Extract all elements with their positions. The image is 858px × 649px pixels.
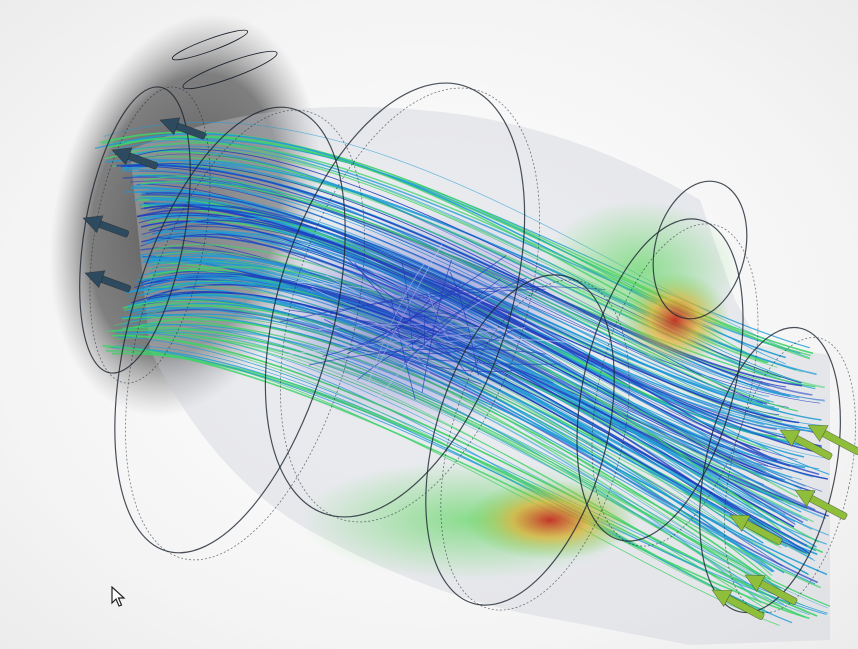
outlet-pipe-ring <box>171 29 249 61</box>
housing-ring <box>724 337 856 613</box>
housing-ring <box>440 279 630 611</box>
housing-ring <box>591 223 759 547</box>
inlet-arrow-icon <box>807 424 858 455</box>
high-velocity-region-lower <box>465 480 635 560</box>
inlet-arrow-icon <box>729 514 783 545</box>
streamline <box>125 332 807 612</box>
housing-ring <box>699 326 841 614</box>
housing-ring <box>279 87 541 523</box>
high-velocity-region-upper <box>620 272 730 368</box>
outlet-arrow-icon <box>82 215 130 238</box>
streamline <box>110 328 786 591</box>
inlet-arrow-icon <box>744 574 798 605</box>
housing-rings <box>79 29 856 614</box>
inlet-arrow-icon <box>794 489 848 520</box>
housing-ring <box>576 218 744 542</box>
streamline <box>117 336 829 614</box>
streamline <box>112 334 818 617</box>
streamline <box>124 331 828 609</box>
outlet-arrow-icon <box>84 270 132 293</box>
streamline <box>114 331 771 614</box>
flow-arrows <box>82 117 858 620</box>
housing-ring <box>89 86 211 384</box>
housing-ring <box>264 82 526 518</box>
housing-ring <box>125 109 365 561</box>
outlet-arrow-icon <box>159 117 207 140</box>
streamline <box>105 328 805 607</box>
housing-ring <box>425 274 615 606</box>
housing-ring <box>652 180 748 320</box>
mouse-pointer-icon <box>111 586 126 607</box>
streamline <box>122 326 831 607</box>
outlet-arrow-icon <box>111 147 159 170</box>
outlet-pipe-ring <box>182 50 278 90</box>
inlet-arrow-icon <box>711 589 765 620</box>
blue-core-region <box>260 210 580 430</box>
inlet-arrow-icon <box>779 429 833 460</box>
streamline <box>111 352 806 618</box>
housing-ring <box>114 106 346 554</box>
